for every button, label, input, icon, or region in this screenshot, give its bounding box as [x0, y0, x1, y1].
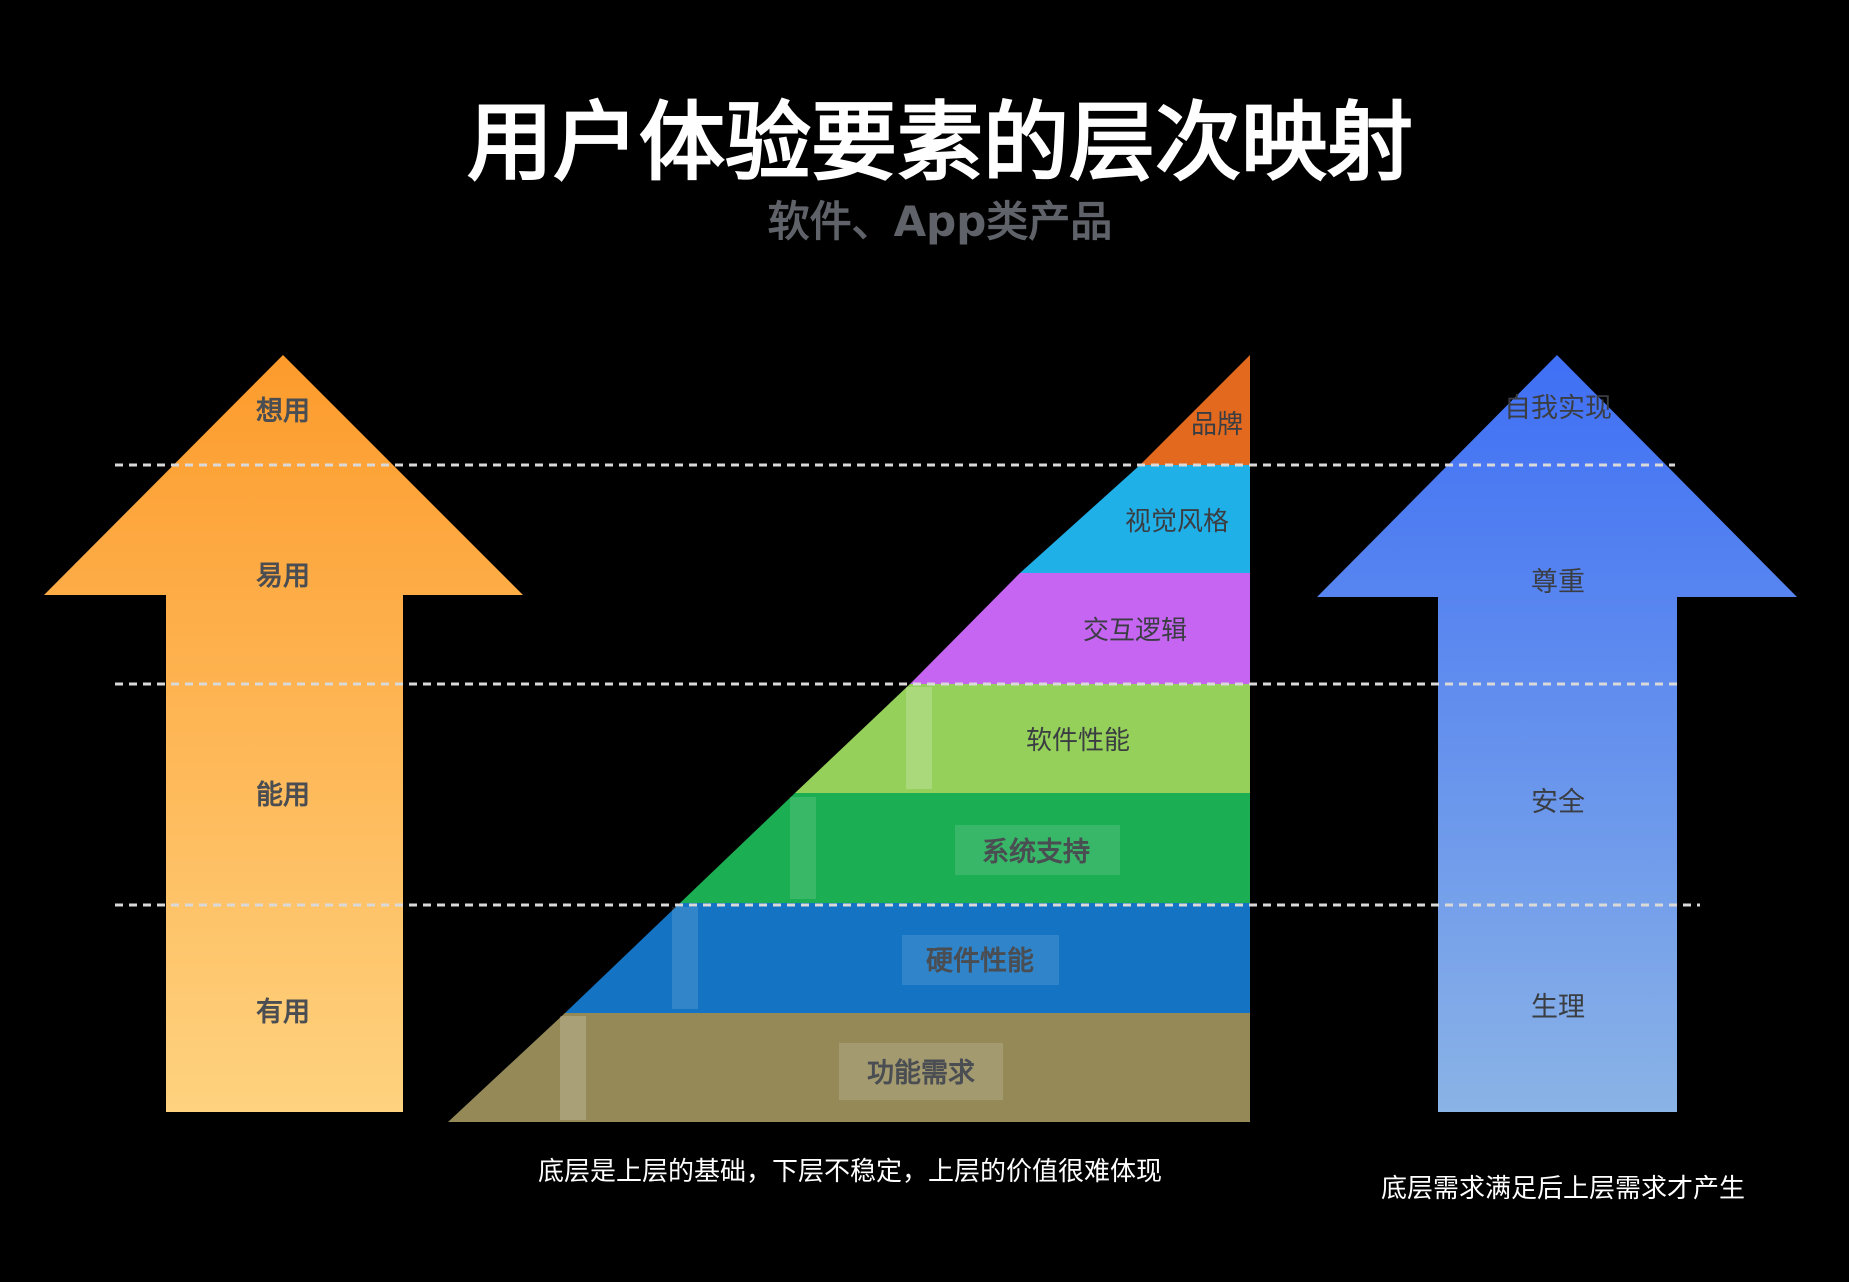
- right-arrow-label-self-actualization: 自我实现: [1504, 393, 1612, 424]
- pyramid-layer-brand: [1140, 355, 1250, 465]
- pyramid-label-interaction: 交互逻辑: [1083, 616, 1187, 646]
- page-title: 用户体验要素的层次映射: [467, 93, 1413, 193]
- right-arrow-label-esteem: 尊重: [1531, 567, 1585, 598]
- label-backdrop: [955, 825, 1120, 875]
- pyramid-label-function: 功能需求: [867, 1057, 975, 1089]
- step-highlight: [790, 797, 816, 899]
- step-highlight: [672, 907, 698, 1009]
- label-backdrop: [902, 935, 1059, 985]
- left-arrow: [44, 355, 523, 1112]
- left-arrow-label-useful: 有用: [256, 997, 310, 1028]
- step-highlight: [906, 687, 932, 789]
- pyramid-layer-function: [448, 1013, 1250, 1122]
- page-subtitle: 软件、App类产品: [768, 197, 1113, 246]
- left-arrow-label-easy: 易用: [256, 561, 310, 592]
- pyramid-label-system: 系统支持: [982, 836, 1090, 868]
- pyramid-caption: 底层是上层的基础，下层不稳定，上层的价值很难体现: [538, 1157, 1162, 1187]
- right-arrow-caption: 底层需求满足后上层需求才产生: [1381, 1174, 1745, 1204]
- pyramid-layer-hardware: [565, 903, 1250, 1013]
- left-arrow-label-usable: 能用: [256, 779, 310, 811]
- pyramid: 品牌 视觉风格 交互逻辑 软件性能 系统支持 硬件性能 功能需求: [448, 355, 1250, 1122]
- pyramid-label-software: 软件性能: [1026, 726, 1130, 756]
- pyramid-label-brand: 品牌: [1191, 410, 1243, 440]
- pyramid-layer-system: [680, 793, 1250, 903]
- pyramid-layer-visual-style: [1020, 465, 1250, 573]
- pyramid-label-hardware: 硬件性能: [926, 945, 1034, 977]
- right-arrow-label-physiological: 生理: [1531, 992, 1585, 1023]
- right-arrow-label-safety: 安全: [1531, 787, 1585, 818]
- label-backdrop: [839, 1043, 1003, 1100]
- pyramid-label-visual-style: 视觉风格: [1125, 507, 1229, 537]
- left-arrow-label-want: 想用: [256, 396, 310, 427]
- pyramid-layer-interaction: [910, 573, 1250, 684]
- step-highlight: [560, 1016, 586, 1120]
- right-arrow: [1317, 355, 1797, 1112]
- pyramid-layer-software: [795, 684, 1250, 793]
